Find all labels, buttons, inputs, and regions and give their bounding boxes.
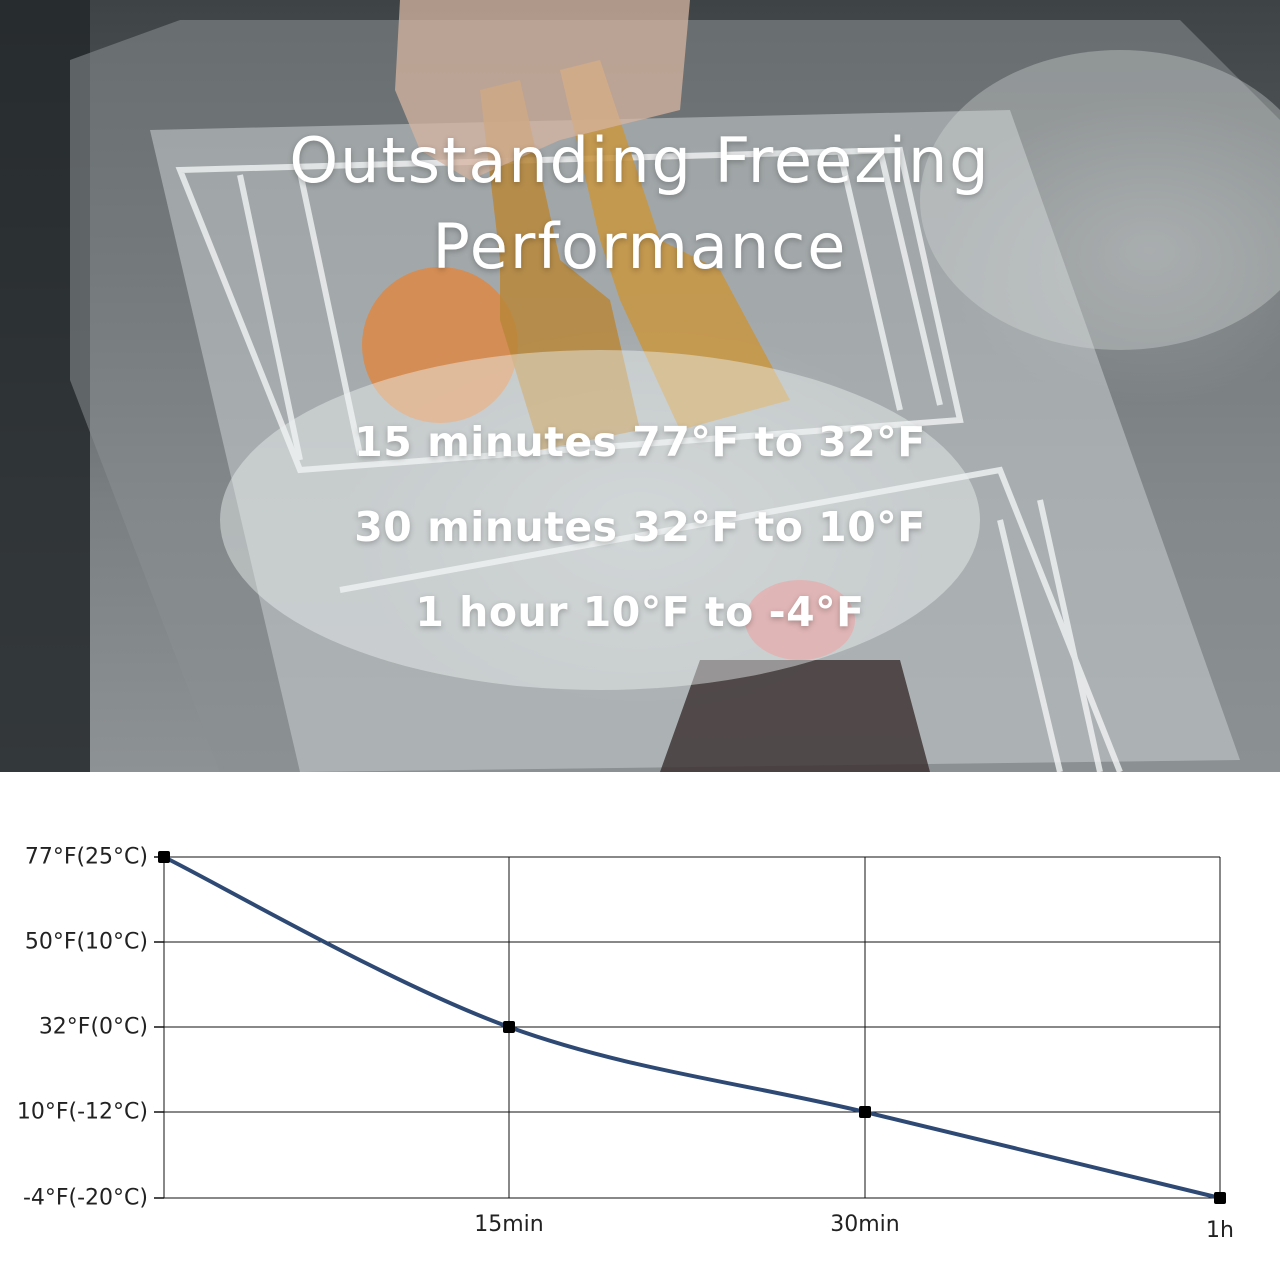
data-point (859, 1106, 871, 1118)
data-point (158, 851, 170, 863)
spec-line-30min: 30 minutes 32°F to 10°F (354, 503, 926, 551)
spec-line-1h: 1 hour 10°F to -4°F (415, 588, 865, 636)
title-line-1: Outstanding Freezing (289, 124, 991, 197)
x-tick-label: 15min (474, 1212, 544, 1237)
chart-plot-area (154, 851, 1226, 1204)
page-title: Outstanding Freezing Performance (0, 118, 1280, 290)
title-line-2: Performance (432, 210, 848, 283)
data-point (503, 1021, 515, 1033)
freezer-illustration (0, 0, 1280, 772)
spec-line-15min: 15 minutes 77°F to 32°F (354, 418, 926, 466)
hero-photo: Outstanding Freezing Performance 15 minu… (0, 0, 1280, 772)
cooling-curve-chart: 77°F(25°C) 50°F(10°C) 32°F(0°C) 10°F(-12… (0, 772, 1280, 1280)
y-tick-label: -4°F(-20°C) (22, 1185, 148, 1211)
data-point (1214, 1192, 1226, 1204)
y-tick-label: 32°F(0°C) (38, 1014, 148, 1040)
series-line (162, 855, 1222, 1200)
y-tick-label: 77°F(25°C) (24, 844, 148, 870)
y-tick-label: 10°F(-12°C) (16, 1099, 148, 1125)
y-tick-label: 50°F(10°C) (24, 929, 148, 955)
x-tick-label: 30min (830, 1212, 900, 1237)
x-tick-label: 1h (1206, 1218, 1234, 1243)
